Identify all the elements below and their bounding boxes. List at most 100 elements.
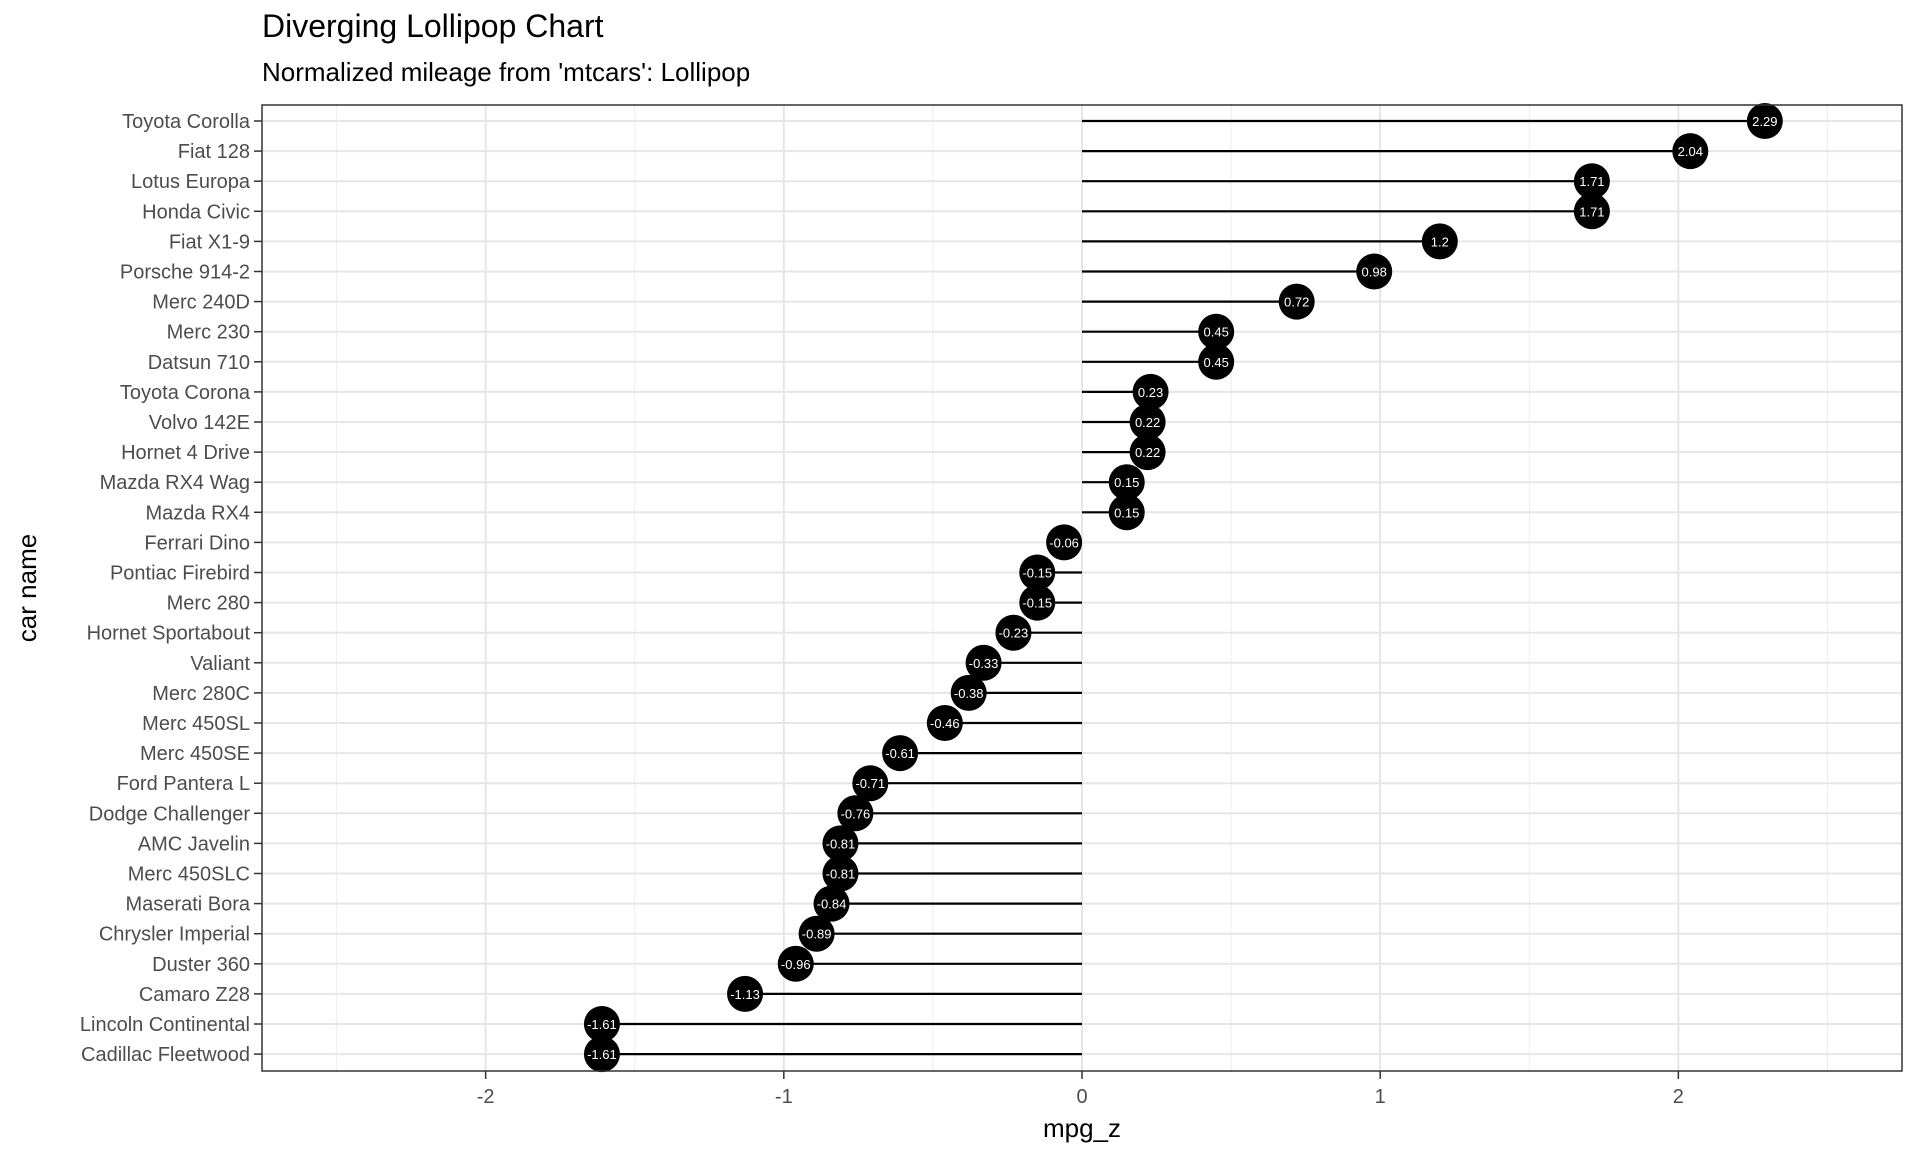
y-tick-label: Duster 360 [152, 954, 250, 976]
y-tick-label: Volvo 142E [149, 412, 250, 434]
point-value-label: -0.81 [826, 867, 856, 882]
lollipop-point [1421, 223, 1458, 260]
x-tick-label: -2 [477, 1086, 495, 1108]
point-value-label: 1.71 [1579, 174, 1604, 189]
y-tick-label: Dodge Challenger [89, 803, 251, 825]
lollipop-points [583, 103, 1783, 1073]
y-tick-label: Fiat 128 [178, 141, 250, 163]
point-value-label: -0.46 [930, 716, 960, 731]
point-value-label: -0.89 [802, 927, 832, 942]
point-value-label: -0.38 [954, 686, 984, 701]
lollipop-point [1198, 343, 1235, 380]
y-tick-label: Toyota Corolla [122, 111, 251, 133]
point-value-label: -0.76 [841, 806, 871, 821]
point-value-label: -0.81 [826, 836, 856, 851]
point-value-label: 0.22 [1135, 415, 1160, 430]
lollipop-point [1746, 103, 1783, 139]
point-value-label: -0.15 [1022, 596, 1052, 611]
lollipop-point [727, 975, 764, 1012]
point-value-label: -0.61 [885, 746, 915, 761]
y-tick-label: Lotus Europa [131, 171, 251, 193]
lollipop-point [583, 1006, 620, 1042]
y-tick-label: Datsun 710 [148, 352, 250, 374]
lollipop-point [1019, 554, 1056, 591]
point-value-label: -0.96 [781, 957, 811, 972]
chart-subtitle: Normalized mileage from 'mtcars': Lollip… [262, 57, 751, 87]
lollipop-point [1132, 373, 1169, 410]
lollipop-point [1108, 494, 1145, 531]
y-tick-label: Merc 240D [152, 292, 250, 314]
y-tick-label: Valiant [190, 653, 250, 675]
lollipop-point [798, 915, 835, 952]
x-tick-label: -1 [775, 1086, 793, 1108]
x-tick-label: 2 [1673, 1086, 1684, 1108]
y-tick-label: AMC Javelin [138, 833, 250, 855]
y-tick-label: Ford Pantera L [117, 773, 250, 795]
point-value-label: -0.06 [1049, 535, 1079, 550]
y-tick-label: Merc 450SL [142, 713, 250, 735]
point-value-label: -1.13 [730, 987, 760, 1002]
lollipop-point [1129, 404, 1166, 440]
y-tick-label: Maserati Bora [126, 894, 251, 916]
y-tick-label: Merc 450SE [140, 743, 250, 765]
x-tick-label: 0 [1076, 1086, 1087, 1108]
point-value-label: 0.22 [1135, 445, 1160, 460]
x-tick-label: 1 [1375, 1086, 1386, 1108]
point-value-label: 0.45 [1204, 355, 1229, 370]
y-tick-label: Mazda RX4 [146, 502, 251, 524]
point-value-labels: 2.29 2.04 1.71 1.71 1.2 0.98 0.72 0.45 0.45 0.23 0… [587, 114, 1777, 1062]
lollipop-point [1129, 434, 1166, 471]
y-tick-label: Chrysler Imperial [99, 924, 250, 946]
point-value-label: 0.45 [1204, 325, 1229, 340]
lollipop-point [965, 644, 1002, 681]
y-tick-label: Lincoln Continental [80, 1014, 250, 1036]
x-axis-title: mpg_z [1043, 1113, 1121, 1143]
y-tick-label: Toyota Corona [120, 382, 251, 404]
y-tick-label: Hornet Sportabout [87, 623, 251, 645]
point-value-label: 2.29 [1752, 114, 1777, 129]
point-value-label: -1.61 [587, 1017, 617, 1032]
point-value-label: 0.72 [1284, 295, 1309, 310]
y-tick-label: Pontiac Firebird [110, 563, 250, 585]
lollipop-point [1019, 584, 1056, 621]
lollipop-point [852, 765, 889, 802]
lollipop-point [1108, 464, 1145, 501]
point-value-label: 1.2 [1431, 234, 1449, 249]
lollipop-point [995, 614, 1032, 651]
chart-title: Diverging Lollipop Chart [262, 8, 604, 44]
y-tick-label: Fiat X1-9 [169, 231, 250, 253]
lollipop-point [777, 945, 814, 982]
point-value-label: 1.71 [1579, 204, 1604, 219]
lollipop-point [1573, 193, 1610, 230]
lollipop-point [1046, 524, 1083, 561]
lollipop-point [1198, 313, 1235, 350]
y-tick-label: Merc 280 [167, 593, 250, 615]
lollipop-point [1672, 133, 1709, 170]
y-tick-label: Mazda RX4 Wag [100, 472, 250, 494]
point-value-label: 0.15 [1114, 505, 1139, 520]
lollipop-point [822, 825, 859, 862]
y-axis: Toyota Corolla Fiat 128 Lotus Europa Honda … [80, 111, 262, 1066]
y-tick-label: Hornet 4 Drive [121, 442, 250, 464]
point-value-label: 0.23 [1138, 385, 1163, 400]
lollipop-point [1356, 253, 1393, 290]
y-tick-label: Porsche 914-2 [120, 262, 250, 284]
x-axis: -2 -1 0 1 2 [477, 1071, 1684, 1108]
point-value-label: 0.98 [1362, 265, 1387, 280]
lollipop-point [950, 674, 987, 711]
y-tick-label: Merc 230 [167, 322, 250, 344]
lollipop-point [837, 795, 874, 832]
point-value-label: -0.71 [855, 776, 885, 791]
lollipop-point [822, 855, 859, 892]
lollipop-point [813, 885, 850, 922]
y-tick-label: Merc 450SLC [128, 864, 250, 886]
point-value-label: -0.23 [999, 626, 1029, 641]
point-value-label: -1.61 [587, 1047, 617, 1062]
y-tick-label: Ferrari Dino [144, 532, 250, 554]
y-axis-title: car name [12, 534, 42, 642]
lollipop-point [926, 705, 963, 741]
lollipop-stems [601, 119, 1765, 1056]
y-tick-label: Cadillac Fleetwood [81, 1044, 250, 1066]
y-tick-label: Honda Civic [142, 201, 250, 223]
